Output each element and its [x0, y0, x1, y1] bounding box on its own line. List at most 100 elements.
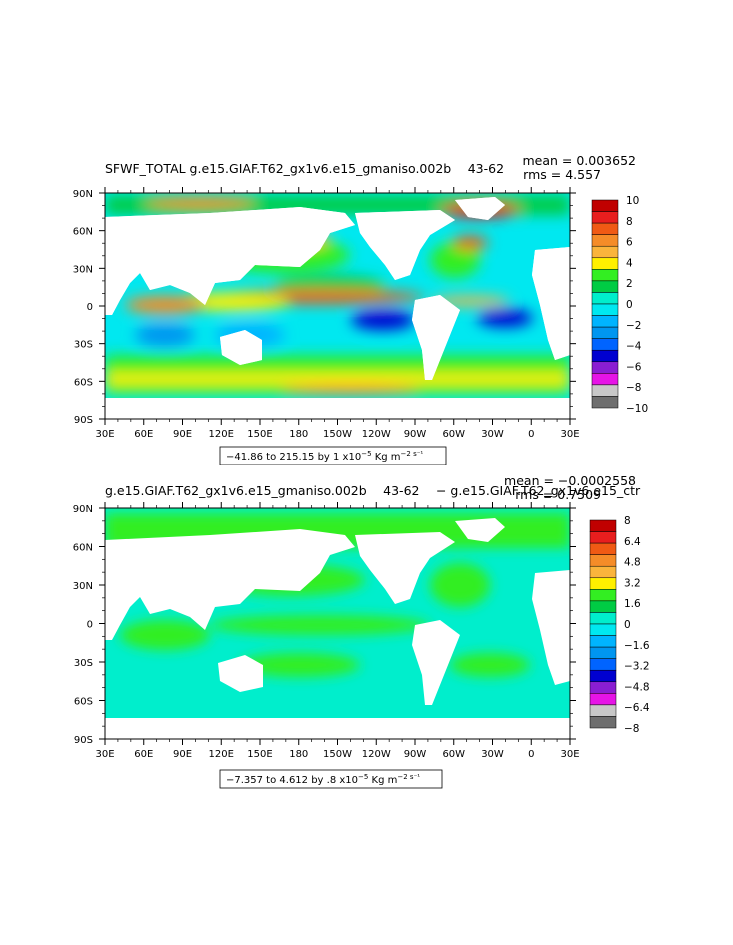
top-colorbar-label: −10: [626, 403, 648, 415]
top-x-tick-label: 30E: [95, 429, 114, 440]
top-y-tick-label: 60S: [74, 377, 93, 388]
top-colorbar-label: 10: [626, 195, 639, 207]
bottom-colorbar-label: 4.8: [624, 557, 641, 569]
top-axes: 30E 60E 90E 120E 150E 180 150W 120W 90W 60W 30W 0 30…: [73, 187, 580, 440]
top-range-text: −41.86 to 215.15 by 1 x10: [226, 452, 361, 463]
bottom-x-tick-label: 30E: [560, 749, 579, 760]
top-colorbar-label: 2: [626, 278, 633, 290]
bottom-x-tick-label: 90W: [404, 749, 427, 760]
top-x-tick-label: 120E: [209, 429, 234, 440]
bottom-colorbar-swatch: [589, 589, 617, 602]
top-x-tick-label: 60E: [134, 429, 153, 440]
bottom-colorbar-swatch: [589, 635, 617, 648]
bottom-x-tick-label: 90E: [173, 749, 192, 760]
bottom-colorbar-swatch: [589, 531, 617, 544]
top-colorbar-label: 6: [626, 237, 633, 249]
top-colorbar-swatch: [591, 315, 619, 328]
bottom-y-tick-label: 90S: [74, 735, 93, 746]
top-colorbar-swatch: [591, 292, 619, 305]
top-range-note: −41.86 to 215.15 by 1 x10−5 Kg m−2 s⁻¹: [219, 446, 447, 466]
bottom-range-note: −7.357 to 4.612 by .8 x10−5 Kg m−2 s⁻¹: [219, 769, 443, 789]
top-x-tick-label: 150E: [247, 429, 272, 440]
bottom-x-tick-label: 120W: [362, 749, 391, 760]
top-x-tick-label: 60W: [442, 429, 465, 440]
bottom-colorbar-swatch: [589, 669, 617, 683]
top-colorbar-swatch: [591, 338, 619, 351]
bottom-range-exp: −5: [358, 773, 368, 781]
bottom-colorbar-swatch: [589, 693, 617, 706]
top-y-tick-label: 90N: [73, 189, 93, 200]
top-colorbar-swatch: [591, 396, 619, 409]
bottom-y-tick-label: 60S: [74, 697, 93, 708]
bottom-x-tick-label: 120E: [209, 749, 234, 760]
bottom-colorbar-label: −6.4: [624, 702, 650, 714]
top-x-tick-label: 150W: [323, 429, 352, 440]
top-colorbar-swatch: [591, 326, 619, 339]
bottom-colorbar-swatch: [589, 565, 617, 579]
top-colorbar-swatch: [591, 199, 619, 212]
bottom-x-tick-label: 60E: [134, 749, 153, 760]
top-x-tick-label: 0: [528, 429, 534, 440]
bottom-colorbar-swatch: [589, 600, 617, 613]
top-x-tick-label: 30E: [560, 429, 579, 440]
svg-text:−41.86 to 215.15 by 1 x10−5 Kg: −41.86 to 215.15 by 1 x10−5 Kg m−2 s⁻¹: [226, 450, 423, 463]
bottom-colorbar-swatch: [589, 704, 617, 717]
bottom-colorbar-swatch: [589, 716, 617, 729]
bottom-colorbar-swatch: [589, 612, 617, 625]
top-colorbar-label: −4: [626, 341, 642, 353]
bottom-map-title: g.e15.GIAF.T62_gx1v6.e15_gmaniso.002b 43…: [105, 483, 641, 498]
bottom-colorbar-swatch: [589, 577, 617, 590]
bottom-colorbar-label: 8: [624, 515, 631, 527]
bottom-colorbar: 8 6.4 4.8 3.2 1.6 0 −1.6 −3.2 −4.8 −6.4 −8: [589, 515, 650, 735]
bottom-colorbar-label: −8: [624, 723, 639, 735]
top-colorbar-swatch: [591, 373, 619, 386]
top-map-panel: SFWF_TOTAL g.e15.GIAF.T62_gx1v6.e15_gman…: [0, 153, 733, 466]
top-y-tick-label: 0: [87, 302, 93, 313]
top-colorbar-label: 8: [626, 216, 633, 228]
top-mean-stat: mean = 0.003652: [522, 155, 636, 168]
top-colorbar-swatch: [591, 361, 619, 374]
top-colorbar-swatch: [591, 280, 619, 293]
top-colorbar-label: 0: [626, 299, 633, 311]
bottom-y-tick-label: 90N: [73, 504, 93, 515]
bottom-y-tick-label: 30S: [74, 658, 93, 669]
bottom-colorbar-label: 1.6: [624, 598, 641, 610]
top-range-exp: −5: [361, 450, 371, 458]
bottom-y-tick-label: 30N: [73, 581, 93, 592]
bottom-map-panel: g.e15.GIAF.T62_gx1v6.e15_gmaniso.002b 43…: [0, 473, 733, 789]
bottom-colorbar-label: −1.6: [624, 640, 650, 652]
top-range-unit: Kg m: [372, 452, 401, 463]
top-colorbar-label: −6: [626, 361, 642, 373]
bottom-colorbar-label: 3.2: [624, 577, 641, 589]
top-y-tick-label: 60N: [73, 227, 93, 238]
top-colorbar-swatch: [591, 222, 619, 235]
bottom-colorbar-label: 0: [624, 619, 631, 631]
bottom-range-unit: Kg m: [368, 775, 397, 786]
top-map-title: SFWF_TOTAL g.e15.GIAF.T62_gx1v6.e15_gman…: [105, 161, 517, 176]
top-colorbar-swatch: [591, 211, 619, 224]
bottom-axes: 30E 60E 90E 120E 150E 180 150W 120W 90W 60W 30W 0 30…: [73, 502, 580, 760]
top-colorbar-swatch: [591, 257, 619, 270]
top-colorbar-swatch: [591, 269, 619, 282]
top-range-unit-exp: −2 s⁻¹: [401, 450, 424, 458]
bottom-colorbar-swatch: [589, 519, 617, 532]
bottom-x-tick-label: 30W: [481, 749, 504, 760]
top-x-tick-label: 120W: [362, 429, 391, 440]
bottom-colorbar-swatch: [589, 542, 617, 555]
bottom-colorbar-label: −4.8: [624, 681, 650, 693]
top-y-tick-label: 30S: [74, 340, 93, 351]
top-x-tick-label: 90E: [173, 429, 192, 440]
top-land: [105, 197, 570, 419]
top-colorbar-label: 4: [626, 257, 633, 269]
bottom-map-svg: g.e15.GIAF.T62_gx1v6.e15_gmaniso.002b 43…: [73, 473, 650, 789]
bottom-x-tick-label: 60W: [442, 749, 465, 760]
bottom-range-unit-exp: −2 s⁻¹: [397, 773, 420, 781]
bottom-x-tick-label: 180: [289, 749, 308, 760]
top-colorbar-swatch: [591, 234, 619, 247]
top-map-svg: SFWF_TOTAL g.e15.GIAF.T62_gx1v6.e15_gman…: [73, 153, 648, 466]
svg-text:−7.357 to 4.612 by .8 x10−5 Kg: −7.357 to 4.612 by .8 x10−5 Kg m−2 s⁻¹: [226, 773, 420, 786]
bottom-land: [105, 518, 570, 739]
bottom-rms-stat: rms = 0.7509: [515, 487, 601, 502]
bottom-x-tick-label: 30E: [95, 749, 114, 760]
bottom-colorbar-label: 6.4: [624, 536, 641, 548]
